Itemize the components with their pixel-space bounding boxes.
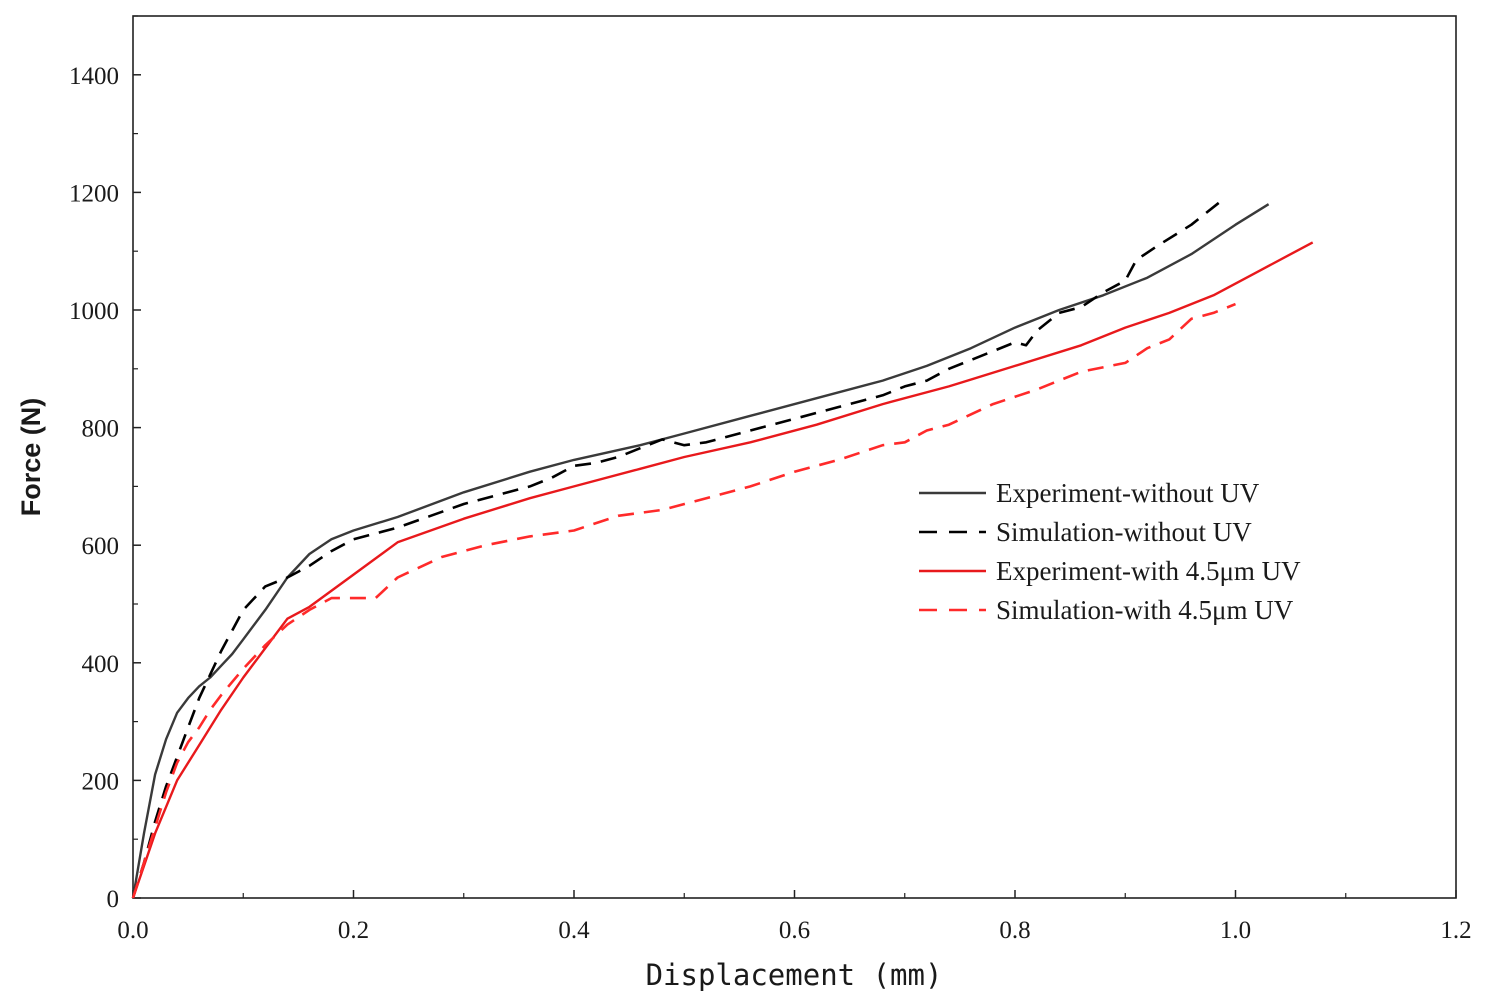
y-tick-label: 600 bbox=[82, 533, 120, 560]
legend-label-2: Simulation-without UV bbox=[996, 517, 1252, 547]
y-tick-label: 200 bbox=[82, 768, 120, 795]
y-tick-label: 400 bbox=[82, 651, 120, 678]
series-layer bbox=[131, 197, 1314, 899]
x-tick-label: 0.6 bbox=[779, 917, 810, 944]
plot-frame bbox=[132, 15, 1457, 899]
x-axis-label: Displacement (mm) bbox=[646, 958, 943, 992]
y-tick-label: 1200 bbox=[69, 180, 119, 207]
series-line-1 bbox=[131, 203, 1270, 899]
x-tick-label: 0.4 bbox=[558, 917, 590, 944]
series-line-3 bbox=[131, 241, 1314, 899]
legend-label-1: Experiment-without UV bbox=[996, 478, 1260, 508]
x-tick-label: 1.0 bbox=[1220, 917, 1251, 944]
y-tick-label: 0 bbox=[107, 886, 120, 913]
legend-label-4: Simulation-with 4.5μm UV bbox=[996, 595, 1294, 625]
legend-label-3: Experiment-with 4.5μm UV bbox=[996, 556, 1301, 586]
x-tick-label: 1.2 bbox=[1440, 917, 1471, 944]
y-tick-label: 800 bbox=[82, 416, 120, 443]
y-tick-label: 1400 bbox=[69, 63, 119, 90]
axis-tick-labels: 0.0 0.2 0.4 0.6 0.8 1.0 1.2 0 200 400 600 800 1000 12… bbox=[69, 63, 1472, 944]
y-axis-label: Force (N) bbox=[16, 398, 46, 517]
x-tick-label: 0.8 bbox=[999, 917, 1030, 944]
series-line-4 bbox=[131, 302, 1236, 899]
x-tick-label: 0.2 bbox=[338, 917, 369, 944]
y-tick-label: 1000 bbox=[69, 298, 119, 325]
axis-ticks bbox=[132, 15, 1457, 899]
legend: Experiment-without UV Simulation-without … bbox=[919, 478, 1301, 625]
x-tick-label: 0.0 bbox=[117, 917, 148, 944]
series-line-2 bbox=[131, 197, 1226, 899]
